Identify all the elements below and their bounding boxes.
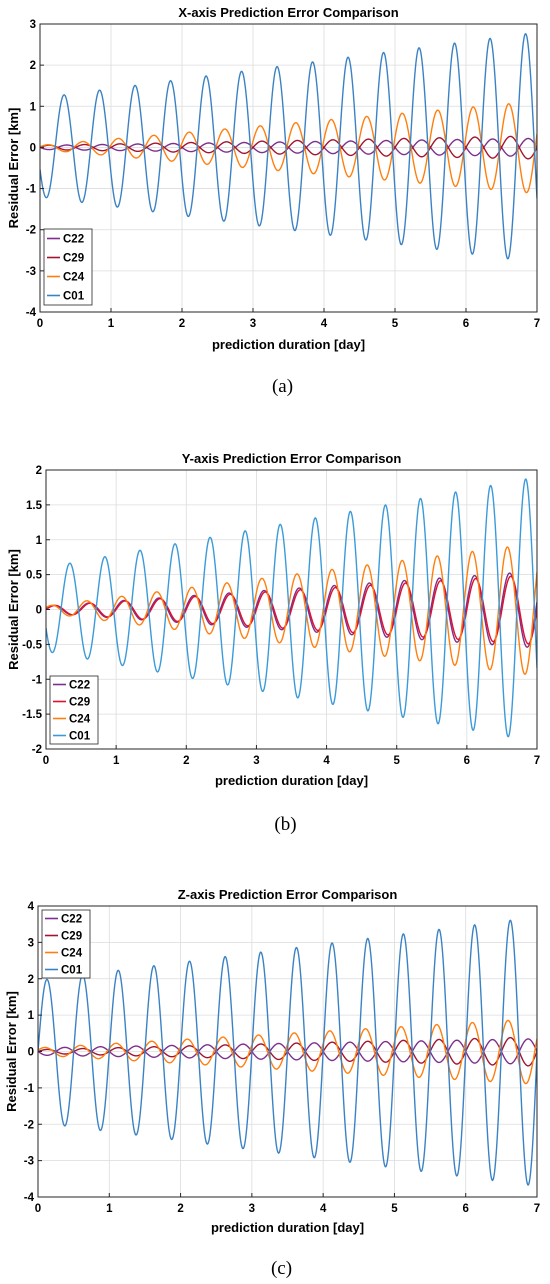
x-tick-label: 4 <box>320 1203 327 1215</box>
legend: C22 C29 C24 C01 <box>49 675 99 745</box>
y-axis-label: Residual Error [km] <box>6 108 21 229</box>
y-tick-label: -1.5 <box>22 709 42 721</box>
y-tick-label: 4 <box>28 901 35 913</box>
x-tick-label: 5 <box>392 318 399 330</box>
legend-label-c01: C01 <box>69 731 91 743</box>
y-tick-label: 2 <box>36 465 42 477</box>
y-tick-label: -1 <box>26 184 37 196</box>
legend-label-c29: C29 <box>63 253 84 265</box>
chart-panel-3: Z-axis Prediction Error Comparison 0 1 2 3 4 5… <box>4 887 540 1279</box>
x-tick-label: 4 <box>321 318 328 330</box>
y-tick-label: 0.5 <box>26 570 43 582</box>
legend-label-c01: C01 <box>63 291 85 303</box>
series-line-c29 <box>40 135 537 160</box>
legend-label-c24: C24 <box>69 714 91 726</box>
legend-label-c24: C24 <box>61 948 83 960</box>
x-tick-label: 7 <box>534 755 540 767</box>
x-tick-label: 6 <box>463 1203 469 1215</box>
chart-title: Z-axis Prediction Error Comparison <box>178 887 398 902</box>
chart-panel-2: Y-axis Prediction Error Comparison 0 1 2 3 4 5… <box>6 451 540 835</box>
y-tick-label: -3 <box>26 266 36 278</box>
x-tick-label: 3 <box>253 755 259 767</box>
panel-caption: (b) <box>274 814 296 835</box>
series-group <box>40 32 537 260</box>
x-tick-label: 1 <box>106 1203 113 1215</box>
series-line-c01 <box>40 32 537 260</box>
legend: C22 C29 C24 C01 <box>43 228 93 306</box>
y-axis-label: Residual Error [km] <box>6 549 21 670</box>
x-tick-label: 3 <box>249 1203 255 1215</box>
y-tick-label: 0 <box>36 605 42 617</box>
chart-title: X-axis Prediction Error Comparison <box>178 5 398 20</box>
x-tick-label: 3 <box>250 318 256 330</box>
legend-box <box>41 909 91 979</box>
chart-panel-1: X-axis Prediction Error Comparison 0 1 2 3 4 5… <box>6 5 540 397</box>
x-tick-label: 6 <box>464 755 470 767</box>
panel-caption: (a) <box>272 376 293 397</box>
legend-box <box>49 675 99 745</box>
legend-label-c22: C22 <box>63 234 84 246</box>
x-tick-label: 7 <box>534 318 540 330</box>
x-tick-label: 0 <box>37 318 43 330</box>
y-tick-label: -4 <box>24 1192 35 1204</box>
x-tick-label: 2 <box>183 755 189 767</box>
y-tick-label: 0 <box>28 1047 34 1059</box>
legend-label-c29: C29 <box>61 931 82 943</box>
x-tick-label: 5 <box>394 755 401 767</box>
y-tick-label: -2 <box>32 744 42 756</box>
y-tick-label: 1 <box>28 1010 35 1022</box>
y-axis-label: Residual Error [km] <box>4 991 19 1112</box>
x-tick-label: 1 <box>108 318 115 330</box>
series-group <box>46 478 537 738</box>
series-line-c01 <box>38 919 537 1186</box>
y-tick-label: 3 <box>28 937 34 949</box>
legend-label-c22: C22 <box>61 914 82 926</box>
y-tick-label: 2 <box>28 974 34 986</box>
plot-area <box>40 24 537 312</box>
y-tick-label: -4 <box>26 307 37 319</box>
series-line-c24 <box>46 546 537 675</box>
x-tick-label: 2 <box>179 318 185 330</box>
legend-label-c01: C01 <box>61 965 83 977</box>
x-tick-label: 0 <box>43 755 49 767</box>
legend: C22 C29 C24 C01 <box>41 909 91 979</box>
chart-title: Y-axis Prediction Error Comparison <box>182 451 402 466</box>
legend-label-c22: C22 <box>69 680 90 692</box>
x-axis-label: prediction duration [day] <box>212 337 365 352</box>
panel-caption: (c) <box>271 1258 292 1279</box>
y-tick-label: 1 <box>30 101 37 113</box>
x-axis-label: prediction duration [day] <box>215 773 368 788</box>
x-tick-label: 0 <box>35 1203 41 1215</box>
x-tick-label: 4 <box>323 755 330 767</box>
x-axis-label: prediction duration [day] <box>211 1220 364 1235</box>
x-tick-label: 1 <box>113 755 120 767</box>
y-tick-label: 0 <box>30 142 36 154</box>
series-line-c01 <box>46 478 537 738</box>
y-tick-label: -2 <box>26 225 36 237</box>
y-tick-label: -1 <box>32 674 43 686</box>
y-tick-label: 1 <box>36 535 43 547</box>
y-tick-label: 3 <box>30 19 36 31</box>
y-tick-label: -3 <box>24 1156 34 1168</box>
y-tick-label: -2 <box>24 1119 34 1131</box>
legend-label-c29: C29 <box>69 697 90 709</box>
legend-label-c24: C24 <box>63 272 85 284</box>
legend-box <box>43 228 93 306</box>
y-tick-label: 2 <box>30 60 36 72</box>
x-tick-label: 2 <box>177 1203 183 1215</box>
y-tick-label: -1 <box>24 1083 35 1095</box>
series-line-c24 <box>40 103 537 194</box>
series-group <box>38 919 537 1186</box>
x-tick-label: 7 <box>534 1203 540 1215</box>
x-tick-label: 6 <box>463 318 469 330</box>
axes-frame <box>39 23 538 313</box>
x-tick-label: 5 <box>391 1203 398 1215</box>
y-tick-label: 1.5 <box>26 500 43 512</box>
y-tick-label: -0.5 <box>22 639 42 651</box>
